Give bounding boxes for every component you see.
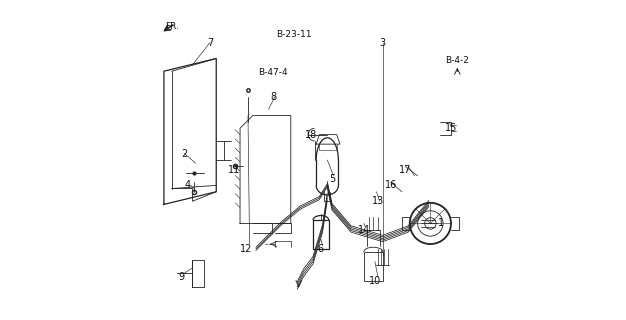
- Text: 12: 12: [240, 244, 252, 254]
- Text: 3: 3: [380, 38, 386, 48]
- Bar: [313, 220, 329, 249]
- Text: 8: 8: [270, 92, 277, 101]
- Text: B-4-2: B-4-2: [445, 56, 470, 65]
- Text: 11: 11: [228, 164, 240, 174]
- Text: 5: 5: [329, 174, 335, 184]
- Text: 9: 9: [178, 272, 185, 282]
- Bar: [364, 252, 382, 281]
- Text: 17: 17: [399, 164, 411, 174]
- Text: 10: 10: [369, 276, 381, 285]
- Text: 18: 18: [305, 130, 317, 140]
- Text: FR.: FR.: [165, 22, 179, 31]
- Text: 1: 1: [438, 219, 444, 228]
- Text: 13: 13: [372, 196, 384, 206]
- Text: 6: 6: [318, 244, 324, 254]
- Text: B-23-11: B-23-11: [276, 30, 312, 39]
- Text: 7: 7: [207, 38, 213, 48]
- Text: 15: 15: [445, 123, 457, 133]
- Text: 2: 2: [182, 149, 188, 159]
- Text: 14: 14: [357, 225, 370, 235]
- Text: 4: 4: [185, 180, 191, 190]
- Text: 16: 16: [384, 180, 397, 190]
- Text: B-47-4: B-47-4: [259, 68, 288, 77]
